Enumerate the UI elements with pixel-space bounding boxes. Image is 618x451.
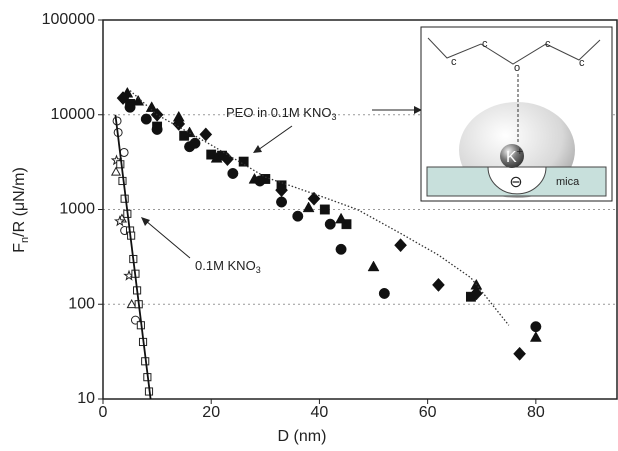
data-point [116,91,130,106]
x-tick-label: 80 [527,404,545,421]
fit-line [114,114,152,400]
y-label-sub: n [19,237,31,243]
y-label-rest: /R (μN/m) [11,167,28,237]
data-point [189,137,201,149]
data-point [113,215,126,227]
annotation: 0.1M KNO3 [195,258,261,275]
chain-atom: c [451,56,457,68]
arrowhead [414,106,422,114]
plot-area: 10 100 1000 10000 100000 0 20 40 60 80 [42,11,618,421]
data-point [432,277,445,292]
y-tick-label: 1000 [59,201,95,218]
y-tick-label: 100000 [42,11,95,28]
data-point [126,299,137,309]
data-point [530,321,542,333]
data-point [394,238,407,253]
annotation-sub: 3 [331,112,336,122]
arrow [145,220,191,259]
chain-atom: c [579,57,585,69]
data-point [140,113,152,125]
data-point [210,151,223,163]
arrowhead [141,217,150,226]
polymer-chain [427,37,601,65]
data-point [335,212,347,224]
annotation: PEO in 0.1M KNO3 [226,105,337,122]
y-tick-label: 10000 [51,106,96,123]
data-point [324,218,336,230]
data-point [248,172,261,184]
annotation-text: PEO in 0.1M KNO [226,105,331,120]
arrow [257,125,293,151]
ion-charge: + [517,146,523,158]
y-tick-label: 100 [68,295,95,312]
data-point [307,191,321,206]
data-point [341,219,352,230]
data-point [302,201,315,213]
chain-atom: c [482,38,488,50]
data-point [110,166,122,176]
data-point [275,183,288,198]
chain-atom: c [545,38,551,50]
data-point [367,260,380,272]
axes-frame [102,19,618,400]
data-point [319,204,330,215]
inset: c c o c c K+ ⊖ mica [420,26,613,202]
x-axis-label: D (nm) [278,428,327,445]
y-axis-label: Fn/R (μN/m) [11,167,31,253]
annotation-text: 0.1M KNO [195,258,256,273]
data-point [151,123,163,135]
fit-line [129,90,510,326]
chain-atom: o [514,62,520,74]
data-point [276,196,288,208]
data-point [172,116,186,131]
data-point [238,156,249,167]
x-tick-label: 60 [419,404,437,421]
data-point [227,167,239,179]
data-point [124,101,136,113]
y-label-main: F [11,243,28,253]
data-point [378,287,390,299]
x-tick-label: 0 [99,404,108,421]
cavity [487,166,547,195]
surface-label: mica [556,176,580,188]
x-tick-label: 40 [311,404,329,421]
data-point [199,127,213,142]
k-ion [500,144,524,168]
data-point [335,243,347,255]
y-tick-label: 10 [77,390,95,407]
annotation-sub: 3 [256,265,261,275]
surface-charge: ⊖ [509,174,522,191]
ion-label: K+ [506,146,523,166]
data-point [469,286,483,301]
ion-symbol: K [506,149,517,166]
data-point [513,346,526,361]
x-tick-label: 20 [202,404,220,421]
arrowhead [253,145,262,153]
data-point [529,331,542,342]
data-point [292,210,304,222]
